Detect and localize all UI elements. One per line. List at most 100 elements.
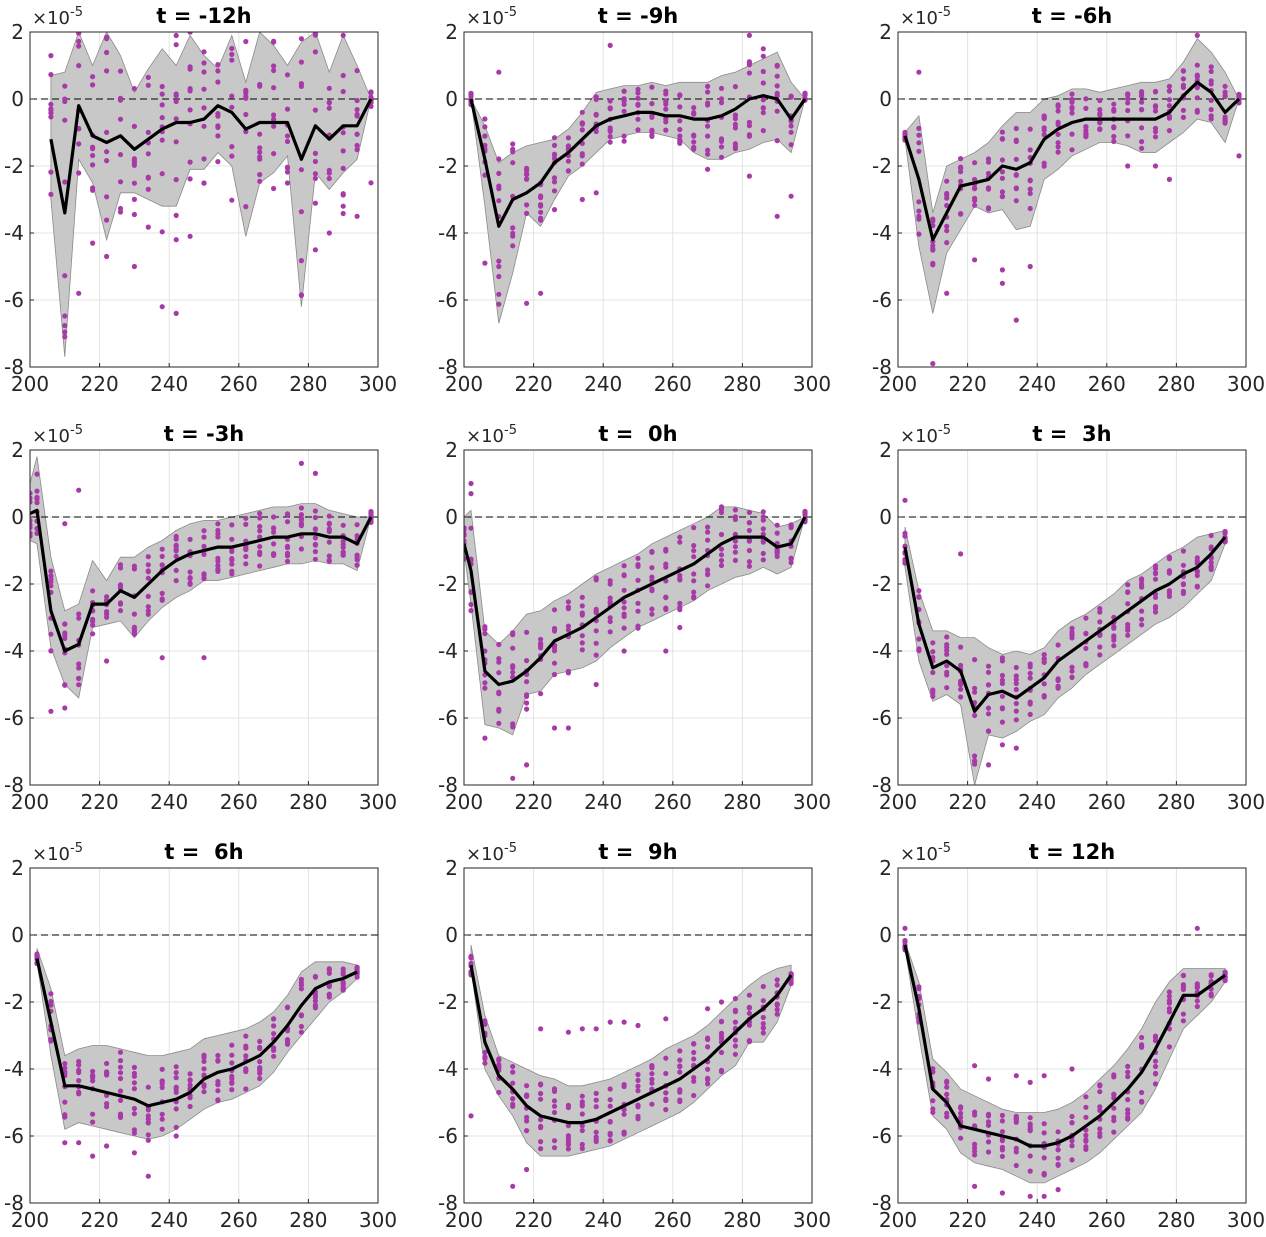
axes-box <box>29 31 379 368</box>
x-tick-label: 260 <box>220 1208 258 1232</box>
scatter-point <box>916 588 922 594</box>
scatter-point <box>774 90 780 96</box>
scatter-point <box>691 1056 697 1062</box>
scatter-point <box>326 553 332 559</box>
scatter-point <box>1041 652 1047 658</box>
scatter-point <box>1013 1113 1019 1119</box>
scatter-point <box>985 205 992 211</box>
scatter-point <box>538 209 544 215</box>
scatter-point <box>496 641 502 648</box>
scatter-point <box>663 127 669 133</box>
scatter-point <box>510 632 516 638</box>
scatter-point <box>145 186 151 192</box>
x-tick-label: 300 <box>793 372 831 396</box>
scatter-point <box>1111 643 1117 649</box>
scatter-point <box>732 1009 739 1015</box>
scatter-point <box>354 142 360 149</box>
scatter-point <box>788 123 794 129</box>
scatter-point <box>201 551 207 558</box>
scatter-point <box>579 120 585 126</box>
scatter-point <box>649 84 655 90</box>
scatter-point <box>635 95 641 101</box>
scatter-point <box>257 544 263 550</box>
scatter-point <box>1069 664 1075 670</box>
scatter-point <box>312 49 318 55</box>
scatter-point <box>229 1042 235 1048</box>
scatter-point <box>1097 1126 1103 1132</box>
scatter-point <box>985 156 992 162</box>
scatter-point <box>663 595 669 601</box>
scatter-point <box>1041 1073 1047 1079</box>
scatter-point <box>90 622 96 628</box>
scatter-point <box>243 1067 249 1073</box>
scatter-point <box>593 1134 599 1140</box>
scatter-point <box>593 652 599 658</box>
scatter-point <box>985 669 992 675</box>
scatter-point <box>958 1110 964 1116</box>
y-tick-label: -4 <box>438 221 458 245</box>
scatter-point <box>1055 1161 1061 1167</box>
scatter-point <box>663 648 669 654</box>
scatter-point <box>243 561 249 567</box>
scatter-point <box>201 1072 207 1078</box>
scatter-point <box>173 177 179 183</box>
scatter-point <box>354 107 360 113</box>
mean-line <box>49 98 373 215</box>
scatter-point <box>565 135 572 141</box>
scatter-point <box>1152 576 1159 582</box>
scatter-point <box>284 133 291 139</box>
scatter-point <box>284 165 291 171</box>
scatter-point <box>663 1016 669 1022</box>
scatter-point <box>131 263 137 270</box>
scatter-point <box>663 1096 669 1102</box>
scatter-point <box>145 604 151 610</box>
scatter-point <box>76 615 82 621</box>
scatter-point <box>243 88 249 94</box>
scatter-point <box>271 85 277 91</box>
scatter-point <box>746 70 753 76</box>
x-tick-label: 240 <box>1018 372 1056 396</box>
scatter-point <box>340 210 346 217</box>
scatter-point <box>117 1075 124 1082</box>
x-tick-label: 260 <box>1088 1208 1126 1232</box>
scatter-point <box>1152 605 1159 612</box>
scatter-point <box>159 102 165 108</box>
y-tick-label: -8 <box>438 355 458 379</box>
scatter-point <box>104 6 109 11</box>
scatter-point <box>579 633 585 639</box>
scatter-point <box>284 519 291 525</box>
scatter-point <box>215 521 221 527</box>
panel-title: t = 3h <box>1032 422 1111 446</box>
scatter-point <box>999 719 1006 725</box>
scatter-point <box>117 562 124 568</box>
scatter-point <box>524 679 530 685</box>
scatter-point <box>760 110 766 116</box>
scatter-point <box>354 522 360 528</box>
scatter-point <box>159 596 165 602</box>
scatter-point <box>257 1059 263 1065</box>
scatter-point <box>760 105 766 111</box>
scatter-point <box>117 209 124 215</box>
scatter-point <box>312 514 318 521</box>
scatter-point <box>271 1023 277 1029</box>
x-tick-label: 220 <box>81 790 119 814</box>
scatter-point <box>1027 699 1033 705</box>
scatter-point <box>705 147 711 153</box>
scatter-point <box>326 528 332 535</box>
scatter-point <box>1083 1144 1089 1150</box>
scatter-point <box>718 85 725 91</box>
panel-9: 200 220 240 260 280 300 -8 -6 -4 -2 0 2 ×10-5 t = 12h <box>872 840 1265 1232</box>
scatter-point <box>551 625 558 632</box>
scatter-point <box>271 552 277 559</box>
scatter-point <box>732 538 739 544</box>
scatter-point <box>985 170 992 177</box>
scatter-point <box>579 1026 585 1032</box>
scatter-point <box>1152 1058 1159 1064</box>
y-tick-label: -4 <box>872 221 892 245</box>
scatter-point <box>1027 186 1033 192</box>
scatter-point <box>1097 1107 1103 1113</box>
scatter-point <box>746 119 753 125</box>
scatter-point <box>593 575 599 581</box>
scatter-point <box>663 101 669 107</box>
scatter-point <box>1152 594 1159 601</box>
